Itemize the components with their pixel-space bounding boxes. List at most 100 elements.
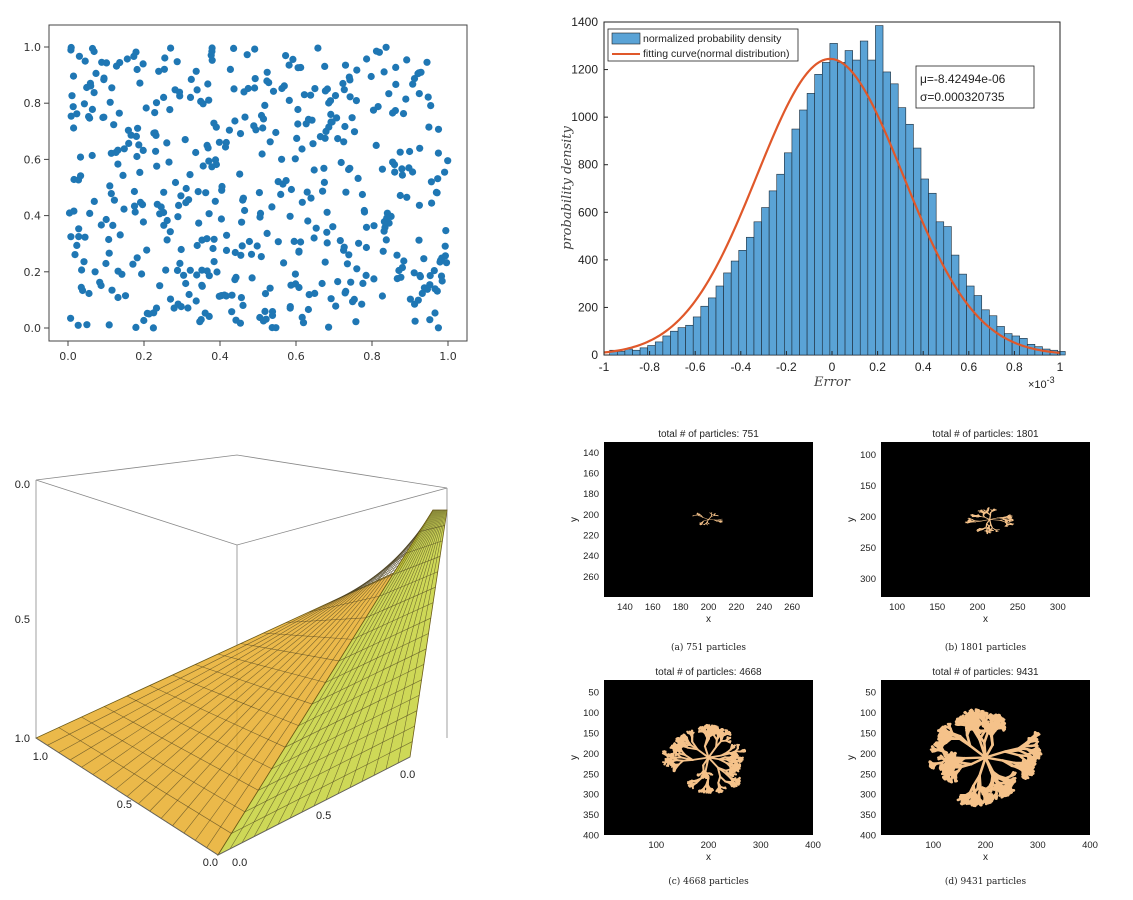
x-tick-label: 0 [829, 360, 836, 374]
scatter-point [352, 97, 360, 105]
scatter-point [139, 146, 147, 154]
scatter-point [340, 138, 348, 146]
y-tick-label: 350 [860, 810, 876, 821]
scatter-point [153, 162, 161, 170]
scatter-point [294, 105, 302, 114]
scatter-point [67, 112, 75, 120]
scatter-point [152, 99, 161, 107]
histogram-bar [913, 147, 922, 356]
histogram-bar [981, 309, 990, 356]
scatter-point [114, 293, 122, 302]
y-tick-label: 300 [860, 574, 876, 585]
histogram-bar [768, 190, 778, 356]
z-tick-label: 0.0 [15, 479, 30, 491]
panel-image [881, 442, 1090, 597]
scatter-point [312, 224, 320, 232]
scatter-point [88, 105, 96, 113]
scatter-point [230, 44, 238, 53]
x-tick-label: 0.4 [915, 360, 932, 374]
scatter-point [132, 323, 140, 331]
x-tick-label: 100 [648, 840, 664, 851]
scatter-point [205, 157, 213, 165]
scatter-point [75, 52, 83, 60]
scatter-point [434, 324, 442, 332]
x-tick-label: 200 [978, 840, 994, 851]
scatter-point [347, 278, 355, 286]
x-tick-label: 0.6 [960, 360, 977, 374]
y-tick-label: 350 [583, 810, 599, 821]
scatter-point [67, 43, 75, 52]
scatter-point [205, 210, 213, 218]
histogram-bar [662, 335, 671, 356]
scatter-point [203, 267, 211, 275]
y-tick-label: 300 [583, 790, 599, 801]
scatter-point [272, 128, 280, 137]
scatter-point [105, 249, 113, 257]
scatter-point [187, 75, 195, 83]
scatter-point [382, 236, 390, 244]
scatter-point [135, 141, 143, 149]
scatter-point [334, 135, 342, 143]
scatter-point [441, 252, 449, 260]
scatter-point [307, 91, 315, 99]
scatter-point [293, 134, 301, 142]
scatter-point [185, 290, 193, 299]
scatter-point [424, 93, 432, 101]
scatter-point [362, 271, 370, 279]
scatter-point [88, 44, 97, 53]
scatter-point [75, 225, 83, 233]
scatter-point [415, 90, 423, 98]
scatter-point [292, 280, 300, 288]
scatter-point [328, 118, 336, 126]
scatter-point [353, 265, 361, 273]
scatter-point [131, 208, 139, 216]
scatter-point [434, 125, 443, 133]
legend-swatch-bars [611, 32, 641, 45]
scatter-point [359, 279, 367, 287]
scatter-point [251, 75, 259, 83]
y-tick-label: 250 [860, 769, 876, 780]
scatter-point [434, 175, 442, 183]
scatter-point [414, 296, 422, 304]
scatter-point [160, 221, 168, 229]
scatter-point [204, 144, 212, 152]
histogram-bar [844, 50, 853, 356]
dla-panel: total # of particles: 4668 50 100 150 200 250… [569, 667, 821, 887]
scatter-point [257, 253, 265, 261]
scatter-point [403, 193, 411, 201]
legend-label-bars: normalized probability density [643, 33, 782, 45]
scatter-point [116, 231, 124, 239]
scatter-point [238, 218, 246, 226]
dla-cluster [964, 507, 1015, 535]
scatter-point [110, 121, 118, 129]
scatter-point [96, 278, 104, 286]
histogram-bar [1004, 333, 1013, 356]
scatter-point [334, 278, 342, 286]
histogram-bar [761, 207, 770, 356]
scatter-point [71, 251, 79, 259]
x-tick-label: 0.2 [135, 350, 153, 363]
x-axis-label: x [706, 852, 711, 863]
scatter-point [218, 182, 226, 191]
scatter-point [259, 124, 267, 132]
scatter-point [210, 119, 218, 127]
scatter-point [133, 65, 141, 74]
scatter-point [231, 117, 239, 125]
scatter-point [167, 44, 175, 52]
scatter-point [415, 69, 423, 77]
histogram-axes: -1 -0.8 -0.6 -0.4 -0.2 0 0.2 0.4 0.6 0.8 1 0 200 400 6… [571, 15, 1063, 374]
y-tick-label: 50 [865, 688, 876, 699]
scatter-point [427, 178, 435, 186]
y-tick-label: 1200 [571, 63, 598, 77]
histogram-chart: -1 -0.8 -0.6 -0.4 -0.2 0 0.2 0.4 0.6 0.8 1 0 200 400 6… [560, 15, 1066, 391]
scatter-point [142, 104, 150, 112]
x-tick-label: 300 [1030, 840, 1046, 851]
x-tick-label: 100 [925, 840, 941, 851]
scatter-point [192, 67, 200, 75]
scatter-point [369, 106, 378, 114]
scatter-point [309, 140, 317, 148]
histogram-bar [806, 93, 815, 356]
histogram-bar [875, 25, 884, 356]
x-tick-label: 260 [784, 602, 800, 613]
scatter-point [400, 257, 408, 265]
